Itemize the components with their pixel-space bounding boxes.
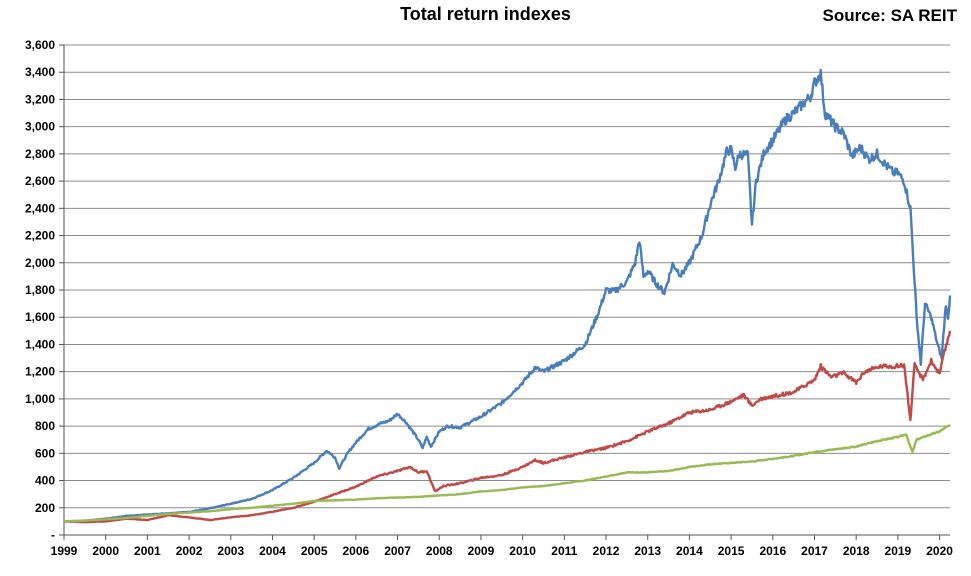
x-tick-label: 2008 bbox=[426, 544, 453, 558]
gridlines bbox=[64, 44, 950, 509]
x-tick-label: 2016 bbox=[759, 544, 786, 558]
x-tick-label: 2000 bbox=[92, 544, 119, 558]
x-tick-label: 2011 bbox=[551, 544, 577, 558]
x-tick-label: 2003 bbox=[217, 544, 244, 558]
x-tick-label: 2015 bbox=[718, 544, 745, 558]
series-line-2 bbox=[63, 330, 952, 524]
y-tick-label: 200 bbox=[35, 501, 55, 515]
y-tick-label: 1,200 bbox=[25, 365, 55, 379]
y-tick-label: 3,000 bbox=[25, 120, 55, 134]
y-tick-label: 600 bbox=[35, 446, 55, 460]
chart-title: Total return indexes bbox=[400, 4, 571, 24]
x-tick-label: 2009 bbox=[468, 544, 495, 558]
x-tick-label: 2018 bbox=[843, 544, 870, 558]
x-tick-label: 2005 bbox=[301, 544, 328, 558]
y-tick-label: 800 bbox=[35, 419, 55, 433]
series-line-3 bbox=[63, 424, 951, 523]
y-tick-label: 2,200 bbox=[25, 229, 55, 243]
y-tick-label: 3,600 bbox=[25, 38, 55, 52]
y-tick-label: 1,800 bbox=[25, 283, 55, 297]
y-tick-label: 1,000 bbox=[25, 392, 55, 406]
series-line-1 bbox=[63, 68, 952, 523]
x-tick-label: 2013 bbox=[634, 544, 661, 558]
x-tick-label: 2017 bbox=[801, 544, 828, 558]
y-tick-label: 2,800 bbox=[25, 147, 55, 161]
y-tick-label: 400 bbox=[35, 474, 55, 488]
y-tick-label: 2,600 bbox=[25, 174, 55, 188]
x-tick-label: 2010 bbox=[509, 544, 536, 558]
y-tick-label: 1,600 bbox=[25, 310, 55, 324]
x-tick-label: 2007 bbox=[384, 544, 411, 558]
y-tick-label: - bbox=[51, 528, 55, 542]
x-tick-label: 2019 bbox=[885, 544, 912, 558]
x-tick-label: 2014 bbox=[676, 544, 703, 558]
x-axis-ticks: 1999 2000 2001 2002 2003 2004 2005 2006 2007 2008… bbox=[51, 535, 953, 558]
y-tick-label: 2,400 bbox=[25, 201, 55, 215]
x-tick-label: 2012 bbox=[593, 544, 620, 558]
y-axis-ticks: - 200 400 600 800 1,000 1,200 1,400 1,600 1,800 2,… bbox=[25, 38, 64, 542]
x-tick-label: 2002 bbox=[176, 544, 203, 558]
x-tick-label: 1999 bbox=[51, 544, 78, 558]
x-tick-label: 2020 bbox=[926, 544, 953, 558]
y-tick-label: 3,400 bbox=[25, 65, 55, 79]
x-tick-label: 2006 bbox=[343, 544, 370, 558]
y-tick-label: 3,200 bbox=[25, 92, 55, 106]
x-tick-label: 2004 bbox=[259, 544, 286, 558]
source-label: Source: SA REIT bbox=[822, 6, 957, 25]
y-tick-label: 2,000 bbox=[25, 256, 55, 270]
series-lines bbox=[63, 68, 952, 524]
y-tick-label: 1,400 bbox=[25, 337, 55, 351]
x-tick-label: 2001 bbox=[134, 544, 161, 558]
